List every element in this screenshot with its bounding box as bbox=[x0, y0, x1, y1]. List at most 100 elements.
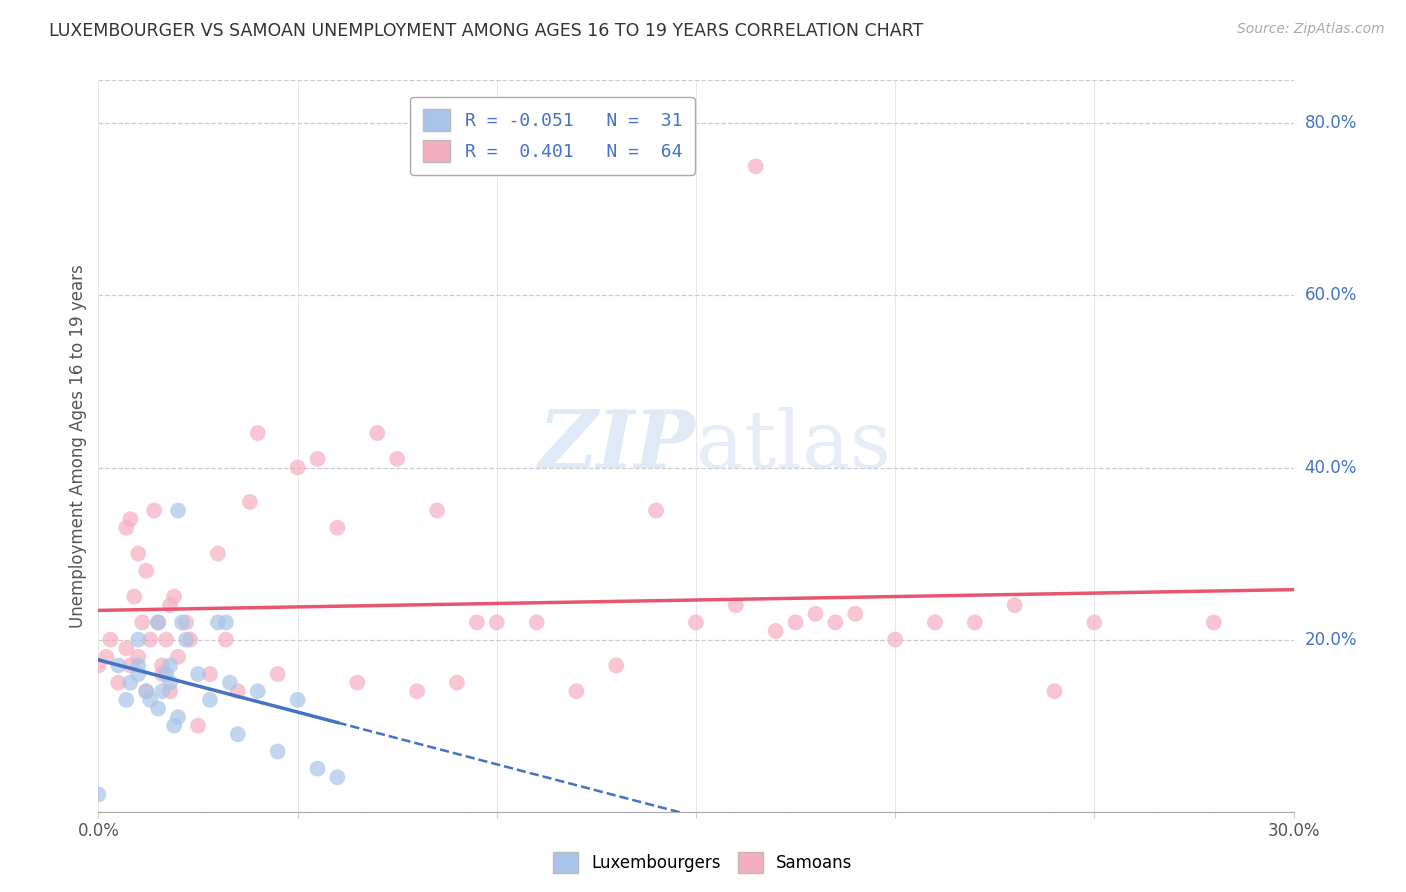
Point bbox=[1083, 615, 1105, 630]
Point bbox=[127, 658, 149, 673]
Text: 80.0%: 80.0% bbox=[1305, 114, 1357, 132]
Point bbox=[187, 667, 209, 681]
Point bbox=[174, 615, 197, 630]
Point bbox=[465, 615, 488, 630]
Point bbox=[155, 667, 177, 681]
Point bbox=[1043, 684, 1066, 698]
Point bbox=[426, 503, 449, 517]
Point bbox=[804, 607, 827, 621]
Point bbox=[526, 615, 548, 630]
Point bbox=[96, 649, 118, 664]
Text: 60.0%: 60.0% bbox=[1305, 286, 1357, 304]
Point bbox=[127, 649, 149, 664]
Point bbox=[150, 658, 173, 673]
Point bbox=[139, 693, 162, 707]
Point bbox=[267, 667, 290, 681]
Point bbox=[326, 770, 349, 784]
Text: 40.0%: 40.0% bbox=[1305, 458, 1357, 476]
Point bbox=[565, 684, 588, 698]
Point bbox=[120, 512, 142, 526]
Point bbox=[135, 684, 157, 698]
Point bbox=[163, 590, 186, 604]
Text: LUXEMBOURGER VS SAMOAN UNEMPLOYMENT AMONG AGES 16 TO 19 YEARS CORRELATION CHART: LUXEMBOURGER VS SAMOAN UNEMPLOYMENT AMON… bbox=[49, 22, 924, 40]
Point bbox=[163, 719, 186, 733]
Point bbox=[124, 590, 146, 604]
Legend: Luxembourgers, Samoans: Luxembourgers, Samoans bbox=[547, 846, 859, 880]
Point bbox=[645, 503, 668, 517]
Point bbox=[159, 675, 181, 690]
Point bbox=[745, 159, 768, 173]
Point bbox=[135, 564, 157, 578]
Point bbox=[226, 727, 249, 741]
Point bbox=[159, 598, 181, 612]
Point bbox=[963, 615, 986, 630]
Point bbox=[246, 684, 269, 698]
Point bbox=[824, 615, 846, 630]
Point bbox=[115, 641, 138, 656]
Point bbox=[107, 675, 129, 690]
Point bbox=[148, 615, 170, 630]
Point bbox=[215, 615, 238, 630]
Point bbox=[198, 693, 221, 707]
Point bbox=[685, 615, 707, 630]
Point bbox=[346, 675, 368, 690]
Point bbox=[844, 607, 866, 621]
Point bbox=[226, 684, 249, 698]
Point bbox=[143, 503, 166, 517]
Point bbox=[446, 675, 468, 690]
Point bbox=[924, 615, 946, 630]
Point bbox=[167, 503, 190, 517]
Text: Source: ZipAtlas.com: Source: ZipAtlas.com bbox=[1237, 22, 1385, 37]
Point bbox=[159, 684, 181, 698]
Point bbox=[150, 684, 173, 698]
Point bbox=[159, 658, 181, 673]
Point bbox=[287, 693, 309, 707]
Point bbox=[98, 632, 122, 647]
Point bbox=[366, 426, 388, 441]
Text: ZIP: ZIP bbox=[538, 408, 696, 484]
Point bbox=[135, 684, 157, 698]
Point bbox=[239, 495, 262, 509]
Point bbox=[174, 632, 197, 647]
Point bbox=[167, 710, 190, 724]
Point bbox=[150, 667, 173, 681]
Point bbox=[107, 658, 129, 673]
Point bbox=[179, 632, 201, 647]
Point bbox=[406, 684, 429, 698]
Point bbox=[326, 521, 349, 535]
Point bbox=[120, 675, 142, 690]
Point bbox=[215, 632, 238, 647]
Point bbox=[131, 615, 153, 630]
Point bbox=[1004, 598, 1026, 612]
Point bbox=[187, 719, 209, 733]
Point bbox=[724, 598, 747, 612]
Point bbox=[785, 615, 807, 630]
Point bbox=[167, 649, 190, 664]
Point bbox=[120, 658, 142, 673]
Point bbox=[127, 547, 149, 561]
Point bbox=[198, 667, 221, 681]
Point bbox=[115, 521, 138, 535]
Point bbox=[207, 547, 229, 561]
Point bbox=[148, 615, 170, 630]
Point bbox=[884, 632, 907, 647]
Point bbox=[115, 693, 138, 707]
Point bbox=[605, 658, 627, 673]
Point bbox=[267, 744, 290, 758]
Point bbox=[148, 701, 170, 715]
Point bbox=[287, 460, 309, 475]
Point bbox=[207, 615, 229, 630]
Point bbox=[1202, 615, 1225, 630]
Point bbox=[307, 762, 329, 776]
Text: 20.0%: 20.0% bbox=[1305, 631, 1357, 648]
Text: atlas: atlas bbox=[696, 407, 891, 485]
Y-axis label: Unemployment Among Ages 16 to 19 years: Unemployment Among Ages 16 to 19 years bbox=[69, 264, 87, 628]
Point bbox=[765, 624, 787, 638]
Point bbox=[139, 632, 162, 647]
Point bbox=[127, 632, 149, 647]
Point bbox=[155, 632, 177, 647]
Point bbox=[127, 667, 149, 681]
Point bbox=[307, 451, 329, 466]
Point bbox=[485, 615, 508, 630]
Point bbox=[172, 615, 194, 630]
